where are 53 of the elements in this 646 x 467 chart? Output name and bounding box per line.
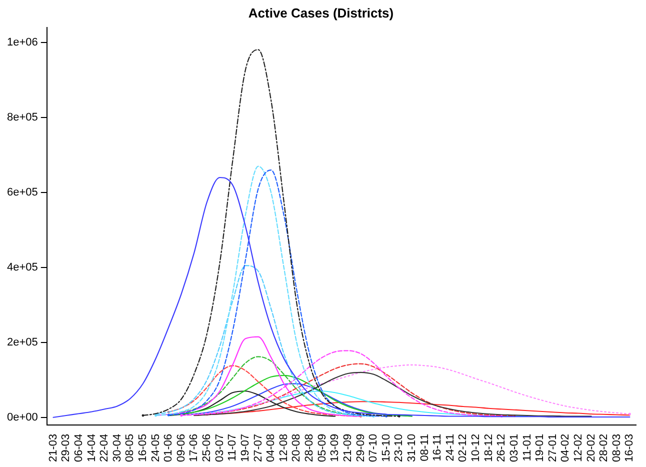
x-tick-label: 16-11 xyxy=(432,434,444,462)
x-tick-label: 16-03 xyxy=(624,434,636,462)
x-tick-label: 15-10 xyxy=(380,434,392,462)
x-tick-label: 09-06 xyxy=(175,434,188,462)
x-tick-label: 23-10 xyxy=(393,434,406,462)
x-tick-label: 29-09 xyxy=(354,434,367,462)
x-tick-label: 07-10 xyxy=(368,434,380,462)
x-tick-label: 29-03 xyxy=(60,434,72,462)
y-tick-label: 4e+05 xyxy=(6,261,38,274)
x-tick-label: 08-11 xyxy=(418,434,431,462)
x-tick-label: 02-12 xyxy=(457,434,470,462)
x-tick-label: 14-04 xyxy=(86,434,98,462)
x-tick-label: 01-06 xyxy=(162,434,175,462)
x-tick-label: 11-01 xyxy=(521,434,534,462)
y-tick-label: 1e+06 xyxy=(6,36,38,49)
x-tick-label: 21-09 xyxy=(342,434,354,462)
x-tick-label: 12-02 xyxy=(572,434,585,462)
x-tick-label: 12-08 xyxy=(278,434,290,462)
x-tick-label: 19-07 xyxy=(239,434,252,462)
x-tick-label: 03-01 xyxy=(508,434,520,462)
x-tick-label: 16-05 xyxy=(136,434,149,462)
x-tick-label: 22-04 xyxy=(98,434,111,462)
x-tick-label: 04-08 xyxy=(265,434,278,462)
x-tick-label: 03-07 xyxy=(214,434,226,462)
x-tick-label: 17-06 xyxy=(188,434,200,462)
x-tick-label: 08-03 xyxy=(610,434,623,462)
y-tick-label: 8e+05 xyxy=(6,112,38,124)
x-tick-label: 18-12 xyxy=(482,434,495,462)
x-tick-label: 31-10 xyxy=(406,434,418,462)
x-tick-label: 24-11 xyxy=(444,434,456,462)
x-tick-label: 13-09 xyxy=(329,434,342,462)
x-tick-label: 26-12 xyxy=(496,434,508,462)
x-tick-label: 06-04 xyxy=(72,434,85,462)
x-tick-label: 25-06 xyxy=(201,434,214,462)
x-tick-label: 19-01 xyxy=(534,434,546,462)
x-tick-label: 21-03 xyxy=(47,434,60,462)
chart-title: Active Cases (Districts) xyxy=(248,5,394,20)
x-tick-label: 27-01 xyxy=(546,434,559,462)
y-tick-label: 2e+05 xyxy=(6,336,38,348)
x-tick-label: 28-02 xyxy=(598,434,610,462)
x-tick-label: 05-09 xyxy=(316,434,328,462)
x-tick-label: 20-02 xyxy=(585,434,598,462)
x-tick-label: 04-02 xyxy=(560,434,572,462)
x-tick-label: 08-05 xyxy=(124,434,136,462)
x-tick-label: 30-04 xyxy=(111,434,124,462)
x-tick-label: 20-08 xyxy=(290,434,303,462)
x-tick-label: 27-07 xyxy=(252,434,264,462)
x-tick-label: 28-08 xyxy=(304,434,316,462)
y-tick-label: 0e+00 xyxy=(6,411,38,424)
y-tick-label: 6e+05 xyxy=(6,186,38,199)
x-tick-label: 24-05 xyxy=(150,434,162,462)
x-tick-label: 11-07 xyxy=(226,434,239,462)
x-tick-label: 10-12 xyxy=(470,434,482,462)
